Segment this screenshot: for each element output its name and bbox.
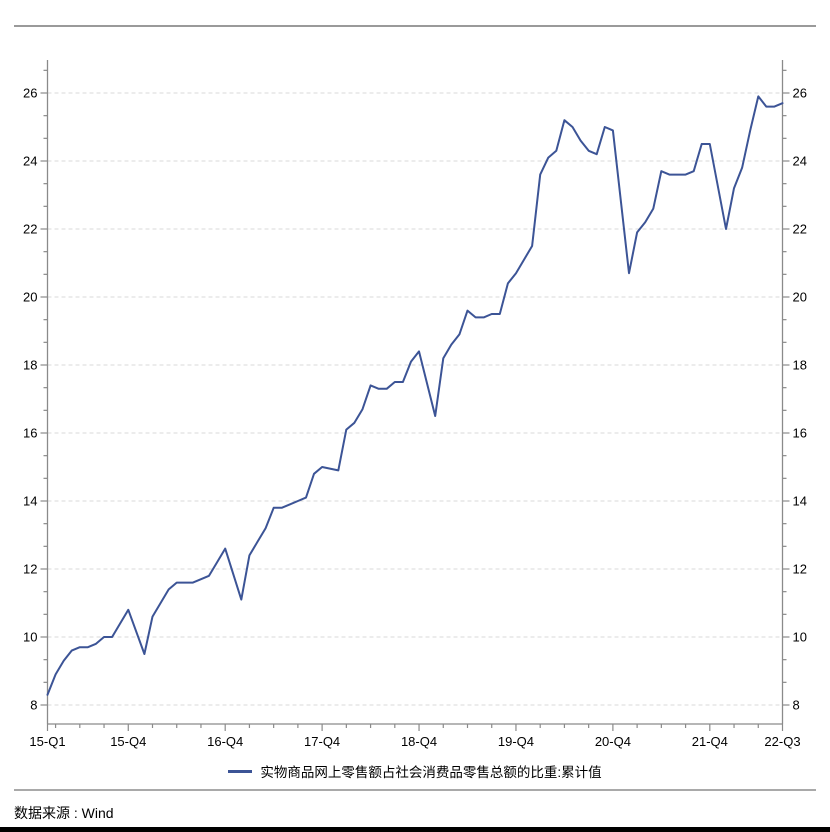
x-tick-label: 15-Q4	[110, 734, 146, 749]
y-tick-label-right: 24	[793, 154, 807, 169]
y-tick-label-right: 22	[793, 222, 807, 237]
y-tick-label-right: 26	[793, 86, 807, 101]
y-tick-label-left: 24	[23, 154, 37, 169]
y-tick-label-left: 8	[30, 698, 37, 713]
top-divider	[14, 25, 816, 27]
y-tick-label-right: 14	[793, 494, 807, 509]
legend-label: 实物商品网上零售额占社会消费品零售总额的比重:累计值	[260, 765, 602, 780]
x-tick-label: 15-Q1	[29, 734, 65, 749]
footer-divider	[14, 789, 816, 791]
y-tick-label-left: 22	[23, 222, 37, 237]
y-tick-label-left: 14	[23, 494, 37, 509]
x-tick-label: 18-Q4	[401, 734, 437, 749]
line-chart: 8 8 10 10 12 12 14 14 16 16 18 18 20 20 22 22 24 24 26 26 15…	[23, 60, 807, 749]
legend-line-swatch	[228, 769, 253, 773]
y-tick-label-left: 16	[23, 426, 37, 441]
y-tick-label-left: 26	[23, 86, 37, 101]
y-tick-label-right: 16	[793, 426, 807, 441]
x-tick-label: 17-Q4	[304, 734, 340, 749]
data-source-label: 数据来源 : Wind	[14, 805, 114, 821]
y-tick-label-right: 20	[793, 290, 807, 305]
chart-legend: 实物商品网上零售额占社会消费品零售总额的比重:累计值	[0, 761, 830, 781]
y-tick-label-right: 8	[793, 698, 800, 713]
x-tick-label: 22-Q3	[764, 734, 800, 749]
y-tick-label-right: 18	[793, 358, 807, 373]
x-tick-label: 16-Q4	[207, 734, 243, 749]
y-tick-label-left: 10	[23, 630, 37, 645]
y-tick-label-left: 18	[23, 358, 37, 373]
y-tick-label-right: 12	[793, 562, 807, 577]
x-tick-label: 20-Q4	[595, 734, 631, 749]
y-tick-label-right: 10	[793, 630, 807, 645]
window-bottom-edge	[0, 827, 830, 832]
y-tick-label-left: 12	[23, 562, 37, 577]
x-tick-label: 21-Q4	[692, 734, 728, 749]
y-tick-label-left: 20	[23, 290, 37, 305]
x-tick-label: 19-Q4	[498, 734, 534, 749]
series-line	[46, 95, 784, 696]
